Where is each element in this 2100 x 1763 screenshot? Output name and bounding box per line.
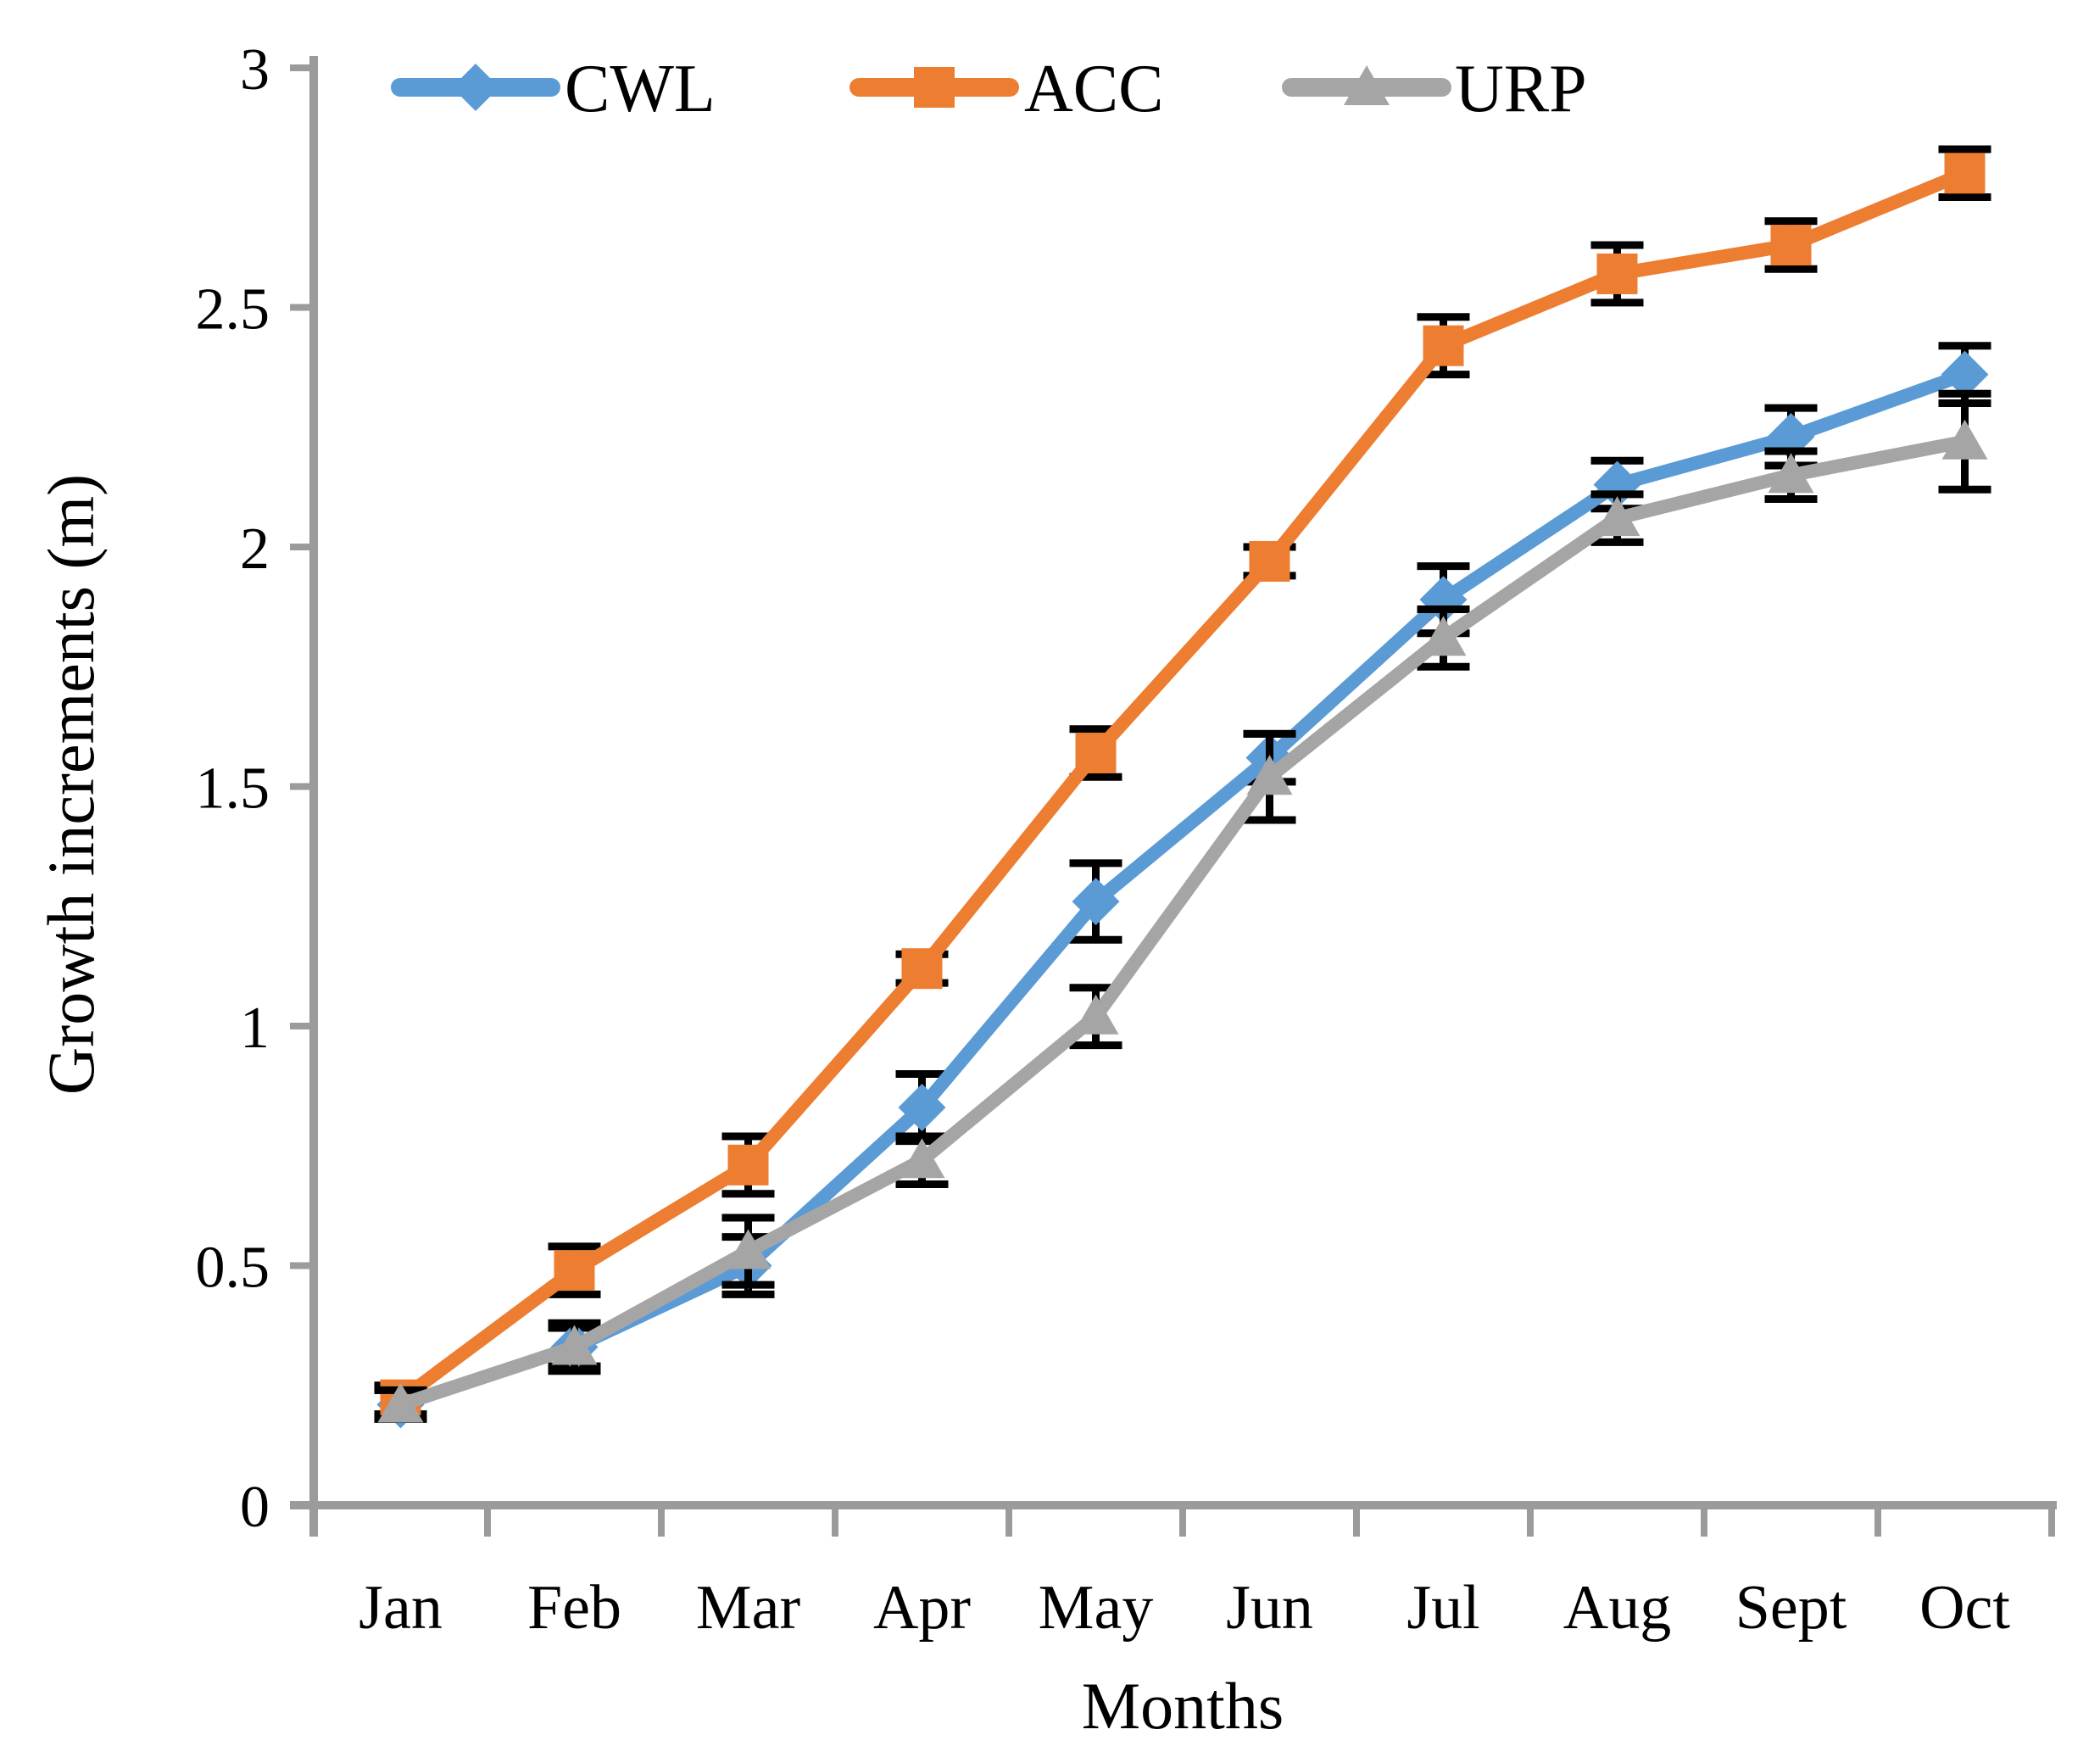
- legend-marker-CWL: [452, 64, 499, 111]
- series-layer: [374, 145, 1991, 1429]
- legend-item-URP: [1282, 65, 1451, 105]
- series-line-URP: [393, 434, 1972, 1412]
- series-URP: [374, 389, 1991, 1423]
- marker-ACC-Oct: [1944, 153, 1986, 194]
- legend-marker-URP: [1344, 65, 1390, 105]
- marker-URP-May: [1072, 994, 1119, 1035]
- marker-URP-Jul: [1420, 616, 1467, 656]
- marker-ACC-Jul: [1423, 325, 1464, 366]
- marker-URP-Jan: [377, 1382, 424, 1423]
- x-tick-label: Apr: [873, 1573, 971, 1643]
- marker-CWL-Oct: [1941, 350, 1989, 399]
- x-axis-title: Months: [1082, 1669, 1284, 1743]
- legend-item-CWL: [391, 64, 560, 111]
- marker-URP-Sept: [1768, 453, 1814, 494]
- series-line-ACC: [393, 166, 1972, 1407]
- x-tick-label: Mar: [696, 1573, 800, 1643]
- y-tick-label: 1.5: [196, 756, 270, 822]
- axes-layer: 0 0.5 1 1.5 2 2.5 3 Jan Feb Mar Apr May Jun Jul Aug Sep…: [196, 37, 2057, 1643]
- legend-label-acc: ACC: [1024, 52, 1164, 126]
- marker-ACC-Aug: [1596, 253, 1638, 294]
- series-ACC: [374, 145, 1991, 1420]
- marker-URP-Apr: [899, 1138, 945, 1179]
- x-tick-label: Feb: [527, 1573, 621, 1643]
- x-tick-label: Jan: [359, 1573, 443, 1643]
- y-tick-label: 2: [240, 516, 270, 582]
- marker-URP-Mar: [725, 1229, 771, 1269]
- marker-ACC-Sept: [1770, 225, 1812, 266]
- marker-ACC-Feb: [554, 1250, 595, 1292]
- marker-URP-Feb: [551, 1325, 598, 1365]
- legend-label-cwl: CWL: [565, 52, 716, 126]
- legend-label-urp: URP: [1455, 52, 1587, 126]
- y-tick-label: 0: [240, 1475, 270, 1540]
- x-tick-label: May: [1039, 1573, 1154, 1643]
- y-tick-label: 3: [240, 37, 270, 103]
- marker-ACC-Jun: [1249, 540, 1290, 582]
- marker-URP-Oct: [1941, 419, 1988, 460]
- y-axis-title: Growth increments (m): [34, 474, 108, 1095]
- marker-ACC-May: [1075, 732, 1117, 773]
- x-tick-label: Jun: [1226, 1573, 1313, 1643]
- y-tick-label: 0.5: [196, 1236, 270, 1301]
- marker-URP-Jun: [1246, 755, 1293, 795]
- x-tick-label: Oct: [1919, 1573, 2010, 1643]
- marker-ACC-Mar: [727, 1144, 769, 1186]
- y-tick-label: 2.5: [196, 277, 270, 343]
- marker-ACC-Apr: [901, 948, 943, 990]
- legend-item-ACC: [849, 67, 1019, 108]
- legend-layer: [391, 64, 1451, 111]
- marker-CWL-Apr: [898, 1084, 946, 1132]
- marker-CWL-May: [1072, 878, 1120, 926]
- y-tick-label: 1: [240, 996, 270, 1061]
- x-tick-label: Aug: [1563, 1573, 1671, 1643]
- x-tick-label: Jul: [1406, 1573, 1479, 1643]
- legend-marker-ACC: [914, 67, 955, 108]
- marker-URP-Aug: [1594, 496, 1640, 537]
- x-tick-label: Sept: [1735, 1573, 1847, 1643]
